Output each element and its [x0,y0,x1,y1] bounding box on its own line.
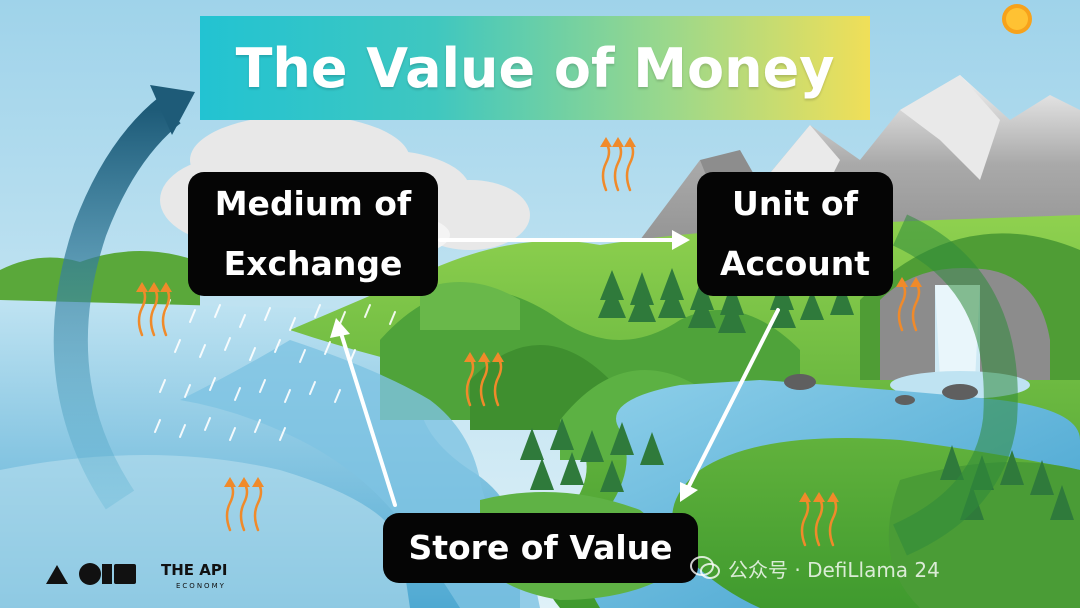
evaporation-arrowheads [136,137,922,502]
flow-arrowheads [330,230,698,502]
rocks [784,374,978,405]
flow-arrows [338,238,780,507]
medium-of-exchange-line2: Exchange [223,244,403,283]
chat-bubble-icon [690,556,720,579]
unit-of-account-line1: Unit of [732,184,858,223]
brand-logo-icon [46,563,136,585]
cycle-arrow-icon [53,85,195,510]
evaporation-arrow-icon [137,141,921,547]
arrow-unit-to-store [684,308,780,494]
store-of-value-label: Store of Value [408,528,673,567]
medium-of-exchange-box: Medium of Exchange [188,172,438,296]
arrow-store-to-medium [338,328,397,507]
front-island-right [888,462,1080,608]
watermark-text: 公众号 · DefiLlama 24 [728,557,940,582]
brand-subtitle: ECONOMY [176,582,226,590]
cycle-arrow-right [892,214,1018,556]
sun-icon [1002,4,1032,34]
rain-icon [154,299,396,441]
store-of-value-box: Store of Value [383,513,698,583]
unit-of-account-box: Unit of Account [697,172,893,296]
brand-name: THE API [161,561,228,579]
title-banner: The Value of Money [200,16,870,120]
medium-of-exchange-line1: Medium of [214,184,412,223]
unit-of-account-line2: Account [719,244,871,283]
watermark: 公众号 · DefiLlama 24 [690,553,940,583]
river [585,380,1080,608]
tree-icon [520,268,1074,520]
page-title: The Value of Money [235,36,835,100]
